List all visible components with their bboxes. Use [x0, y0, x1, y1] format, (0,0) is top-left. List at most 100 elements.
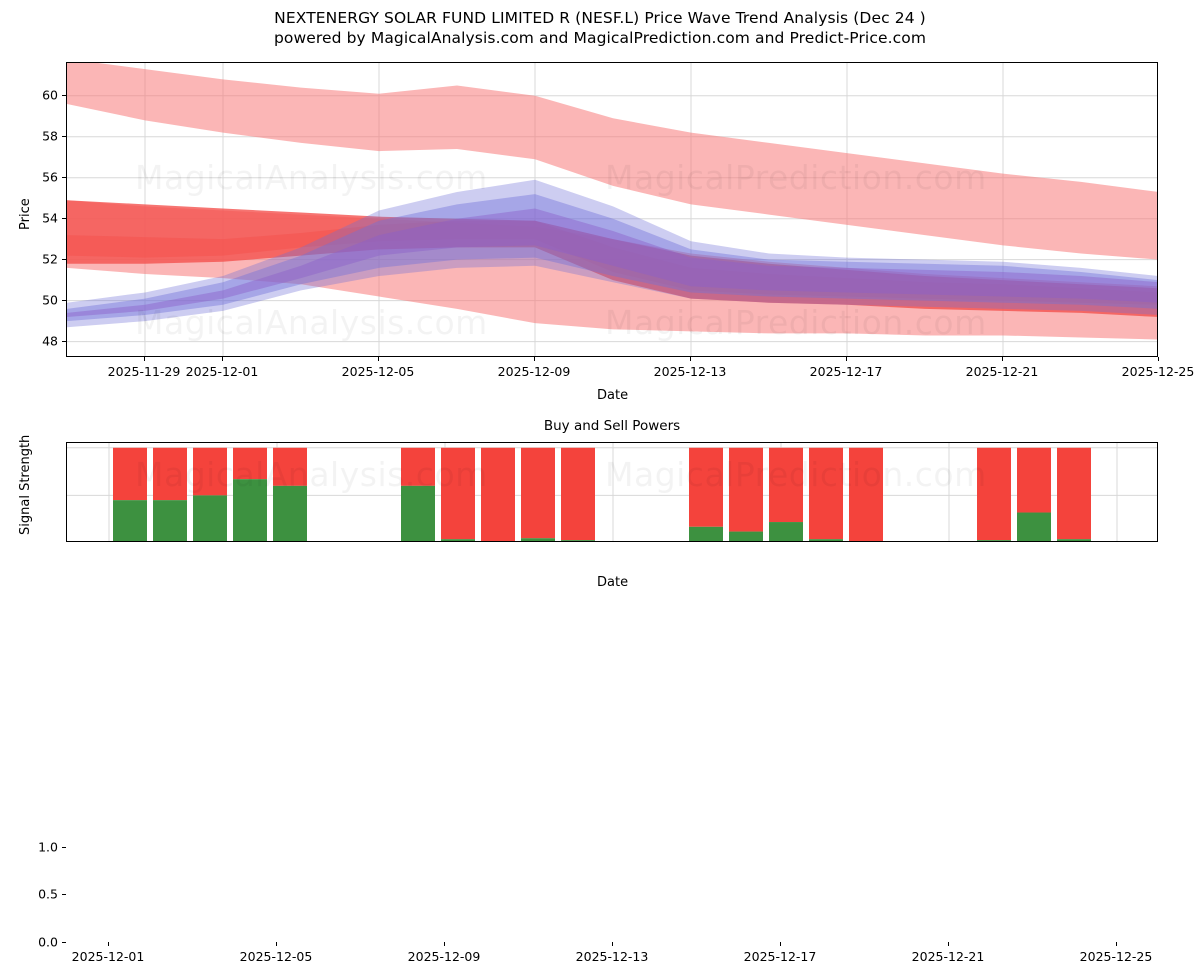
buy-sell-x-tick-mark	[276, 942, 277, 946]
price-y-tick-label: 50	[42, 292, 58, 308]
buy-sell-bars	[67, 443, 1157, 541]
price-x-tick-label: 2025-12-13	[653, 364, 727, 379]
buy-sell-y-axis-title: Signal Strength	[18, 434, 33, 535]
buy-power-bar	[193, 495, 227, 541]
price-wave-panel: 48 50 52 54 56 58 60 2025-11-29 2025-12-01 2025-…	[0, 0, 1200, 403]
price-x-tick-label: 2025-12-09	[497, 364, 571, 379]
price-y-tick-label: 58	[42, 128, 58, 144]
sell-power-bar	[769, 447, 803, 523]
buy-power-bar	[689, 526, 723, 541]
buy-power-bar	[401, 485, 435, 541]
buy-sell-y-tick-label: 1.0	[38, 839, 58, 855]
outer-blue-band	[67, 179, 1157, 328]
price-x-tick-mark	[846, 357, 847, 361]
price-x-axis-title: Date	[597, 388, 629, 403]
price-x-tick-mark	[222, 357, 223, 361]
buy-sell-x-axis-title: Date	[597, 575, 629, 590]
buy-power-bar	[1017, 512, 1051, 541]
buy-sell-x-tick-label: 2025-12-17	[743, 949, 817, 964]
buy-sell-y-tick-label: 0.5	[38, 886, 58, 902]
price-y-tick-mark	[62, 340, 66, 342]
price-x-tick-mark	[1158, 357, 1159, 361]
buy-sell-x-tick-mark	[612, 942, 613, 946]
buy-sell-y-tick-mark	[62, 942, 66, 943]
buy-power-bar	[113, 500, 147, 541]
price-y-tick-mark	[62, 299, 66, 301]
sell-power-bar	[561, 447, 595, 541]
price-y-tick-mark	[62, 176, 66, 178]
sell-power-bar	[689, 447, 723, 527]
price-y-axis-title: Price	[18, 198, 33, 230]
price-x-tick-mark	[144, 357, 145, 361]
buy-power-bar	[521, 538, 555, 541]
buy-sell-plot-area	[66, 442, 1158, 542]
price-x-tick-mark	[534, 357, 535, 361]
buy-sell-x-tick-mark	[948, 942, 949, 946]
price-x-tick-label: 2025-11-29	[107, 364, 181, 379]
buy-power-bar	[561, 540, 595, 541]
price-y-tick-label: 60	[42, 87, 58, 103]
sell-power-bar	[1017, 447, 1051, 513]
buy-power-bar	[809, 539, 843, 541]
buy-sell-y-tick-mark	[62, 894, 66, 896]
price-x-tick-label: 2025-12-17	[809, 364, 883, 379]
sell-power-bar	[849, 447, 883, 541]
buy-sell-x-tick-mark	[444, 942, 445, 946]
buy-power-bar	[729, 531, 763, 541]
buy-sell-x-tick-mark	[780, 942, 781, 946]
price-y-tick-label: 56	[42, 169, 58, 185]
price-x-tick-mark	[690, 357, 691, 361]
price-x-tick-mark	[378, 357, 379, 361]
buy-sell-x-tick-label: 2025-12-01	[71, 949, 145, 964]
price-y-tick-label: 52	[42, 251, 58, 267]
buy-sell-x-tick-label: 2025-12-25	[1079, 949, 1153, 964]
buy-power-bar	[233, 479, 267, 541]
sell-power-bar	[729, 447, 763, 532]
sell-power-bar	[1057, 447, 1091, 540]
price-wave-bands	[67, 63, 1157, 356]
buy-power-bar	[273, 485, 307, 541]
price-y-tick-mark	[62, 217, 66, 219]
price-y-tick-label: 48	[42, 333, 58, 349]
title-line-1: NEXTENERGY SOLAR FUND LIMITED R (NESF.L)…	[274, 9, 926, 27]
inner-red-band	[67, 220, 1157, 305]
price-x-tick-label: 2025-12-01	[185, 364, 259, 379]
price-y-tick-mark	[62, 94, 66, 96]
sell-power-bar	[441, 447, 475, 540]
buy-sell-x-tick-label: 2025-12-13	[575, 949, 649, 964]
buy-power-bar	[1057, 539, 1091, 541]
page-title: NEXTENERGY SOLAR FUND LIMITED R (NESF.L)…	[0, 8, 1200, 48]
price-y-tick-mark	[62, 258, 66, 260]
sell-power-bar	[401, 447, 435, 486]
buy-sell-powers-panel: Buy and Sell Powers 0.0 0.5 1.0 2025-12-01…	[0, 400, 1200, 964]
buy-sell-y-tick-mark	[62, 846, 66, 848]
buy-power-bar	[441, 539, 475, 541]
price-y-tick-mark	[62, 135, 66, 137]
buy-power-bar	[977, 540, 1011, 541]
title-line-2: powered by MagicalAnalysis.com and Magic…	[273, 29, 927, 47]
price-y-tick-label: 54	[42, 210, 58, 226]
buy-sell-x-tick-label: 2025-12-21	[911, 949, 985, 964]
buy-power-bar	[769, 522, 803, 541]
inner-purple-band	[67, 208, 1157, 318]
sell-power-bar	[233, 447, 267, 480]
buy-sell-x-tick-label: 2025-12-09	[407, 949, 481, 964]
sell-power-bar	[521, 447, 555, 539]
sell-power-bar	[481, 447, 515, 541]
buy-sell-x-tick-label: 2025-12-05	[239, 949, 313, 964]
price-x-tick-mark	[1002, 357, 1003, 361]
price-x-tick-label: 2025-12-21	[965, 364, 1039, 379]
sell-power-bar	[193, 447, 227, 496]
price-x-tick-label: 2025-12-25	[1121, 364, 1195, 379]
buy-sell-powers-title: Buy and Sell Powers	[543, 418, 681, 434]
sell-power-bar	[809, 447, 843, 540]
buy-sell-x-tick-mark	[108, 942, 109, 946]
sell-power-bar	[273, 447, 307, 486]
buy-sell-x-tick-mark	[1116, 942, 1117, 946]
mid-blue-band	[67, 194, 1157, 322]
price-x-tick-label: 2025-12-05	[341, 364, 415, 379]
sell-power-bar	[977, 447, 1011, 541]
buy-power-bar	[153, 500, 187, 541]
outer-upper-red-band	[67, 63, 1157, 260]
